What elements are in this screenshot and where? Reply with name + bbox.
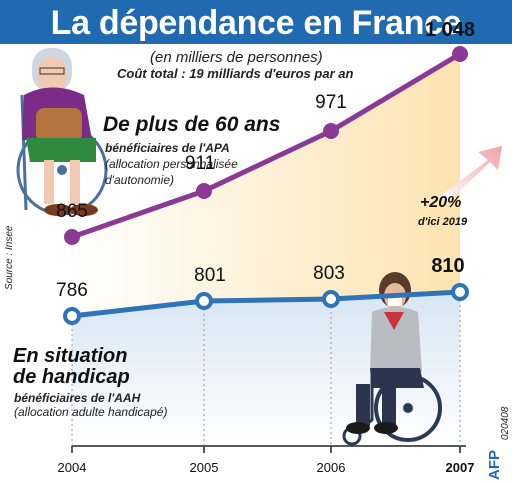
x-ticks [71,446,461,453]
apa-point-2005 [196,183,212,199]
aah-label-2005: 801 [194,265,226,286]
apa-series-line [71,51,462,240]
apa-label-2007: 1 048 [425,19,475,41]
title-banner: La dépendance en France [0,0,512,44]
year-label-2005: 2005 [190,460,219,475]
year-guides [71,300,461,446]
aah-line1: bénéficiaires de l'AAH [14,391,141,405]
aah-point-2005 [195,292,213,310]
apa-point-2006 [323,123,339,139]
year-label-2004: 2004 [58,460,87,475]
apa-area [72,54,460,316]
aah-point-2004 [63,307,81,325]
aah-heading-2: de handicap [13,366,130,388]
aah-label-2006: 803 [313,263,345,284]
credit-code: 020408 [500,406,511,440]
aah-heading-1: En situation [13,345,128,367]
aah-line2: (allocation adulte handicapé) [14,405,168,419]
elderly-wheelchair-illustration [16,48,108,216]
aah-point-2006 [322,290,340,308]
apa-label-2004: 865 [56,201,88,222]
apa-points [64,46,468,245]
year-label-2006: 2006 [317,460,346,475]
apa-label-2005: 911 [185,153,215,174]
aah-points [63,283,469,325]
apa-line2: (allocation personnalisée [105,157,238,171]
total-cost: Coût total : 19 milliards d'euros par an [117,66,354,81]
year-label-2007: 2007 [446,460,475,475]
source-note: Source : Insee [4,225,15,290]
apa-point-2004 [64,229,80,245]
aah-label-2004: 786 [56,280,88,301]
apa-line1: bénéficiaires de l'APA [105,141,230,155]
unit-note: (en milliers de personnes) [150,49,323,66]
afp-logo: AFP [486,450,503,480]
aah-label-2007: 810 [431,255,464,277]
forecast-label: d'ici 2019 [418,216,468,228]
value-labels: 865 911 971 1 048 786 801 803 810 [56,19,475,301]
apa-heading: De plus de 60 ans [103,113,281,136]
forecast-value: +20% [420,194,462,211]
aah-point-2007 [451,283,469,301]
page-title: La dépendance en France [50,4,462,42]
apa-point-2007 [452,46,468,62]
handicap-wheelchair-illustration [342,272,442,446]
growth-arrow [440,146,502,204]
aah-series-line [71,289,461,319]
apa-label-2006: 971 [315,92,347,113]
year-labels: 2004 2005 2006 2007 [58,460,475,475]
apa-line3: d'autonomie) [105,173,174,187]
